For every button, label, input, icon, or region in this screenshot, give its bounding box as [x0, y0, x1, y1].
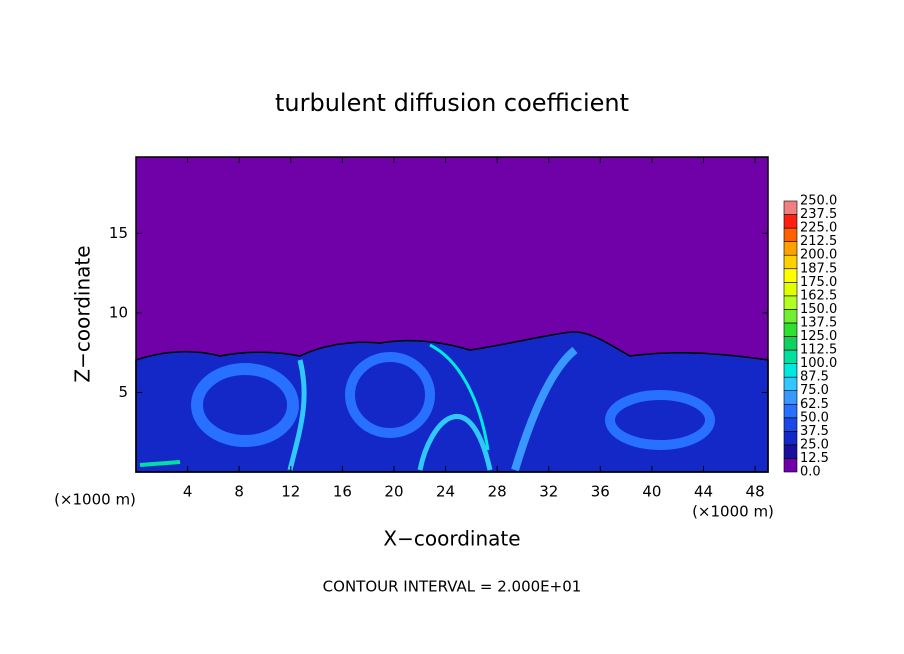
colorbar-label: 62.5: [800, 397, 829, 412]
colorbar-label: 125.0: [800, 329, 837, 344]
x-tick-label: 36: [591, 483, 610, 501]
x-tick-label: 20: [384, 483, 403, 501]
colorbar-box: [783, 254, 798, 270]
x-tick-label: 12: [281, 483, 300, 501]
colorbar-label: 50.0: [800, 410, 829, 425]
y-axis-label: Z−coordinate: [71, 245, 95, 382]
colorbar-box: [783, 376, 798, 391]
streak: [429, 343, 490, 451]
colorbar-box: [783, 403, 798, 419]
colorbar-label: 112.5: [800, 343, 837, 358]
x-tick-label: 24: [436, 483, 455, 501]
colorbar-box: [783, 295, 798, 310]
colorbar-box: [783, 214, 798, 229]
colorbar-box: [783, 363, 798, 378]
colorbar-label: 100.0: [800, 356, 837, 371]
turbulent-layer: [135, 331, 769, 473]
eddy: [191, 363, 299, 447]
colorbar-label: 200.0: [800, 248, 837, 263]
chart-title: turbulent diffusion coefficient: [275, 89, 629, 117]
colorbar-label: 0.0: [800, 465, 821, 480]
x-tick-label: 48: [746, 483, 765, 501]
colorbar-label: 212.5: [800, 234, 837, 249]
colorbar-box: [783, 390, 798, 405]
colorbar-box: [783, 200, 798, 215]
colorbar-label: 75.0: [800, 383, 829, 398]
colorbar-box: [783, 431, 798, 446]
colorbar-box: [783, 336, 798, 351]
streak: [511, 346, 578, 472]
colorbar-box: [783, 241, 798, 256]
y-tick-label: 10: [109, 303, 128, 321]
colorbar-label: 175.0: [800, 275, 837, 290]
colorbar-label: 25.0: [800, 437, 829, 452]
eddy: [605, 390, 715, 450]
eddy: [345, 352, 435, 438]
annotation: CONTOUR INTERVAL = 2.000E+01: [323, 578, 582, 596]
plot-frame: [135, 156, 769, 473]
colorbar-box: [783, 444, 798, 459]
x-tick-label: 4: [183, 483, 193, 501]
colorbar-label: 187.5: [800, 261, 837, 276]
colorbar-box: [783, 281, 798, 297]
colorbar-label: 225.0: [800, 221, 837, 236]
x-tick-label: 44: [694, 483, 713, 501]
colorbar-label: 12.5: [800, 451, 829, 466]
x-unit: (×1000 m): [54, 491, 136, 509]
colorbar-label: 250.0: [800, 194, 837, 209]
x-unit: (×1000 m): [692, 503, 774, 521]
colorbar-box: [783, 458, 798, 473]
contour-field: [135, 156, 769, 473]
streak: [287, 359, 307, 471]
colorbar-label: 237.5: [800, 207, 837, 222]
colorbar-label: 137.5: [800, 315, 837, 330]
colorbar-box: [783, 268, 798, 283]
colorbar-box: [783, 417, 798, 432]
colorbar-box: [783, 322, 798, 337]
x-tick-label: 28: [488, 483, 507, 501]
colorbar-label: 87.5: [800, 370, 829, 385]
x-tick-label: 40: [642, 483, 661, 501]
x-axis-label: X−coordinate: [383, 527, 520, 551]
colorbar-label: 150.0: [800, 302, 837, 317]
streak: [139, 460, 181, 467]
x-tick-label: 32: [539, 483, 558, 501]
colorbar-box: [783, 349, 798, 364]
colorbar-label: 162.5: [800, 288, 837, 303]
x-tick-label: 8: [234, 483, 244, 501]
streak: [417, 414, 493, 471]
colorbar-box: [783, 227, 798, 242]
colorbar-label: 37.5: [800, 424, 829, 439]
y-tick-label: 5: [118, 383, 128, 401]
x-tick-label: 16: [333, 483, 352, 501]
y-tick-label: 15: [109, 224, 128, 242]
colorbar-box: [783, 309, 798, 324]
